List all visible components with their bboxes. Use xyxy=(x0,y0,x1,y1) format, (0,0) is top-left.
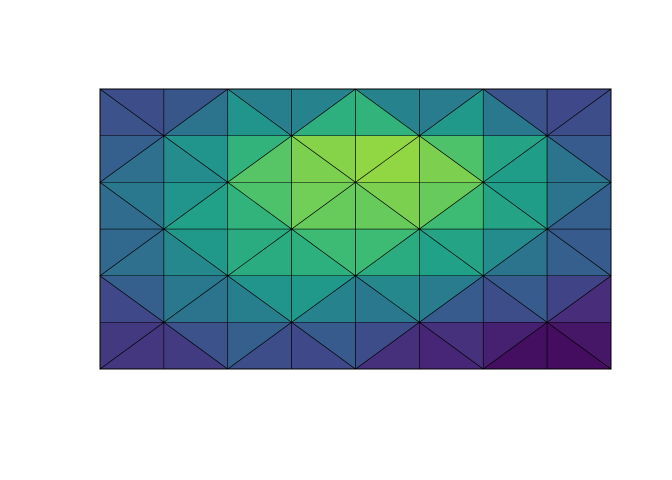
plot-frame xyxy=(99,88,612,370)
mesh xyxy=(99,88,612,370)
